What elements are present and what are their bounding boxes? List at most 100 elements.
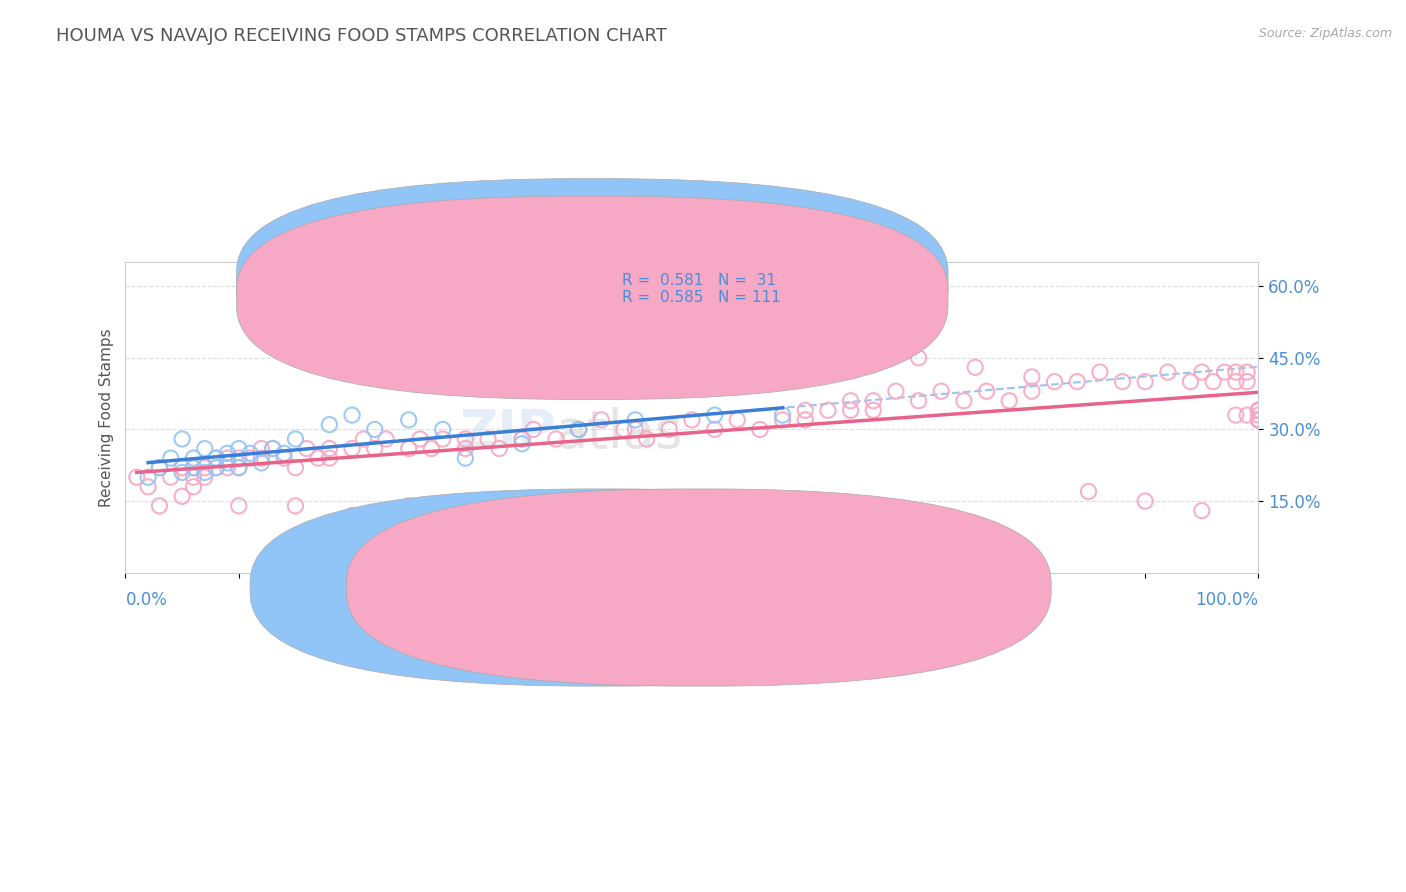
- Point: [488, 442, 510, 456]
- Point: [1236, 375, 1258, 389]
- Point: [284, 499, 307, 513]
- Point: [1213, 365, 1236, 379]
- Point: [1021, 384, 1043, 399]
- Point: [1247, 403, 1270, 417]
- Point: [725, 413, 748, 427]
- Point: [510, 432, 533, 446]
- Point: [273, 451, 295, 466]
- Point: [510, 432, 533, 446]
- Point: [183, 460, 205, 475]
- Point: [284, 460, 307, 475]
- Point: [839, 393, 862, 408]
- Point: [1180, 375, 1202, 389]
- Point: [159, 451, 181, 466]
- Point: [205, 451, 228, 466]
- Text: HOUMA VS NAVAJO RECEIVING FOOD STAMPS CORRELATION CHART: HOUMA VS NAVAJO RECEIVING FOOD STAMPS CO…: [56, 27, 666, 45]
- Point: [1247, 403, 1270, 417]
- Point: [183, 480, 205, 494]
- Point: [1191, 365, 1213, 379]
- Point: [194, 470, 217, 484]
- Point: [591, 413, 613, 427]
- Point: [965, 360, 987, 375]
- Point: [1133, 375, 1156, 389]
- Point: [318, 442, 340, 456]
- Point: [432, 432, 454, 446]
- Point: [624, 413, 647, 427]
- Point: [1202, 375, 1225, 389]
- FancyBboxPatch shape: [236, 178, 948, 382]
- Text: 100.0%: 100.0%: [1195, 591, 1258, 609]
- Point: [228, 442, 250, 456]
- Point: [217, 446, 239, 460]
- Point: [953, 393, 976, 408]
- Point: [1066, 375, 1088, 389]
- Point: [839, 403, 862, 417]
- Point: [794, 413, 817, 427]
- Point: [1043, 375, 1066, 389]
- Point: [522, 422, 544, 436]
- Point: [284, 432, 307, 446]
- Point: [172, 466, 194, 480]
- Point: [398, 499, 420, 513]
- Point: [624, 422, 647, 436]
- Point: [194, 466, 217, 480]
- Point: [295, 442, 318, 456]
- Point: [1247, 403, 1270, 417]
- Point: [1247, 413, 1270, 427]
- Point: [398, 442, 420, 456]
- Point: [183, 470, 205, 484]
- Point: [772, 413, 794, 427]
- Point: [148, 460, 170, 475]
- Point: [364, 422, 387, 436]
- Point: [352, 432, 374, 446]
- Point: [1247, 413, 1270, 427]
- Point: [136, 480, 159, 494]
- Point: [420, 442, 443, 456]
- Point: [228, 451, 250, 466]
- Point: [568, 422, 591, 436]
- Point: [454, 442, 477, 456]
- Point: [1191, 503, 1213, 517]
- Point: [772, 408, 794, 422]
- Point: [454, 432, 477, 446]
- Point: [250, 442, 273, 456]
- Point: [1157, 365, 1180, 379]
- Point: [1247, 413, 1270, 427]
- Y-axis label: Receiving Food Stamps: Receiving Food Stamps: [100, 328, 114, 507]
- Point: [183, 451, 205, 466]
- Point: [318, 451, 340, 466]
- Point: [737, 537, 759, 551]
- Point: [262, 442, 284, 456]
- Point: [568, 422, 591, 436]
- FancyBboxPatch shape: [544, 268, 851, 321]
- Point: [817, 403, 839, 417]
- Point: [613, 422, 636, 436]
- Point: [544, 432, 567, 446]
- Point: [250, 456, 273, 470]
- Text: R =  0.581   N =  31: R = 0.581 N = 31: [621, 273, 776, 288]
- Point: [340, 508, 363, 523]
- Point: [636, 432, 658, 446]
- Point: [228, 499, 250, 513]
- Point: [703, 422, 725, 436]
- Point: [1236, 365, 1258, 379]
- Point: [907, 393, 929, 408]
- Point: [1247, 408, 1270, 422]
- Point: [454, 451, 477, 466]
- Point: [1247, 413, 1270, 427]
- Point: [148, 460, 170, 475]
- Point: [907, 351, 929, 365]
- Point: [703, 408, 725, 422]
- Point: [194, 442, 217, 456]
- FancyBboxPatch shape: [346, 489, 1052, 686]
- Point: [851, 341, 873, 355]
- FancyBboxPatch shape: [236, 196, 948, 400]
- Text: R =  0.585   N = 111: R = 0.585 N = 111: [621, 290, 780, 305]
- Point: [217, 451, 239, 466]
- Point: [375, 432, 398, 446]
- Point: [658, 422, 681, 436]
- Point: [228, 460, 250, 475]
- Point: [262, 442, 284, 456]
- Point: [976, 384, 998, 399]
- Point: [510, 437, 533, 451]
